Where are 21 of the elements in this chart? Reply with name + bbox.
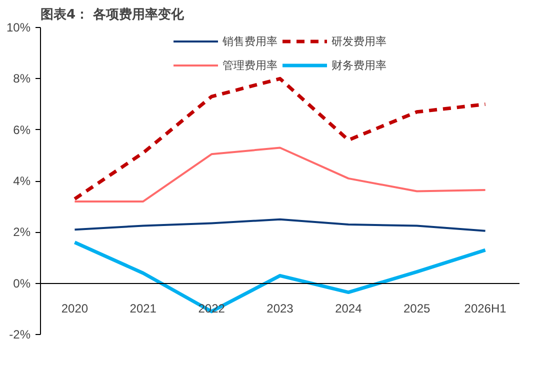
y-tick-label: 6% (13, 122, 31, 137)
y-tick-label: 8% (13, 72, 31, 86)
line-series (74, 218, 486, 232)
y-tick-label: 2% (13, 225, 31, 240)
legend-label: 研发费用率 (332, 34, 386, 48)
line-series (72, 76, 488, 201)
x-tick-label: 2021 (130, 301, 157, 316)
x-tick-label: 2023 (266, 301, 294, 316)
x-tick-label: 2026H1 (464, 301, 507, 316)
y-tick-label: 0% (13, 276, 31, 290)
chart-title: 图表4： 各项费用率变化 (40, 6, 186, 22)
line-series (74, 146, 486, 202)
legend-label: 财务费用率 (332, 58, 386, 72)
x-tick-label: 2025 (404, 301, 431, 316)
y-tick-label: -2% (9, 328, 31, 342)
y-tick-label: 4% (13, 174, 31, 188)
legend-label: 销售费用率 (222, 34, 278, 48)
legend-label: 管理费用率 (222, 58, 278, 72)
x-tick-label: 2020 (61, 301, 88, 316)
x-tick-label: 2024 (335, 301, 362, 316)
y-tick-label: 10% (6, 20, 31, 34)
